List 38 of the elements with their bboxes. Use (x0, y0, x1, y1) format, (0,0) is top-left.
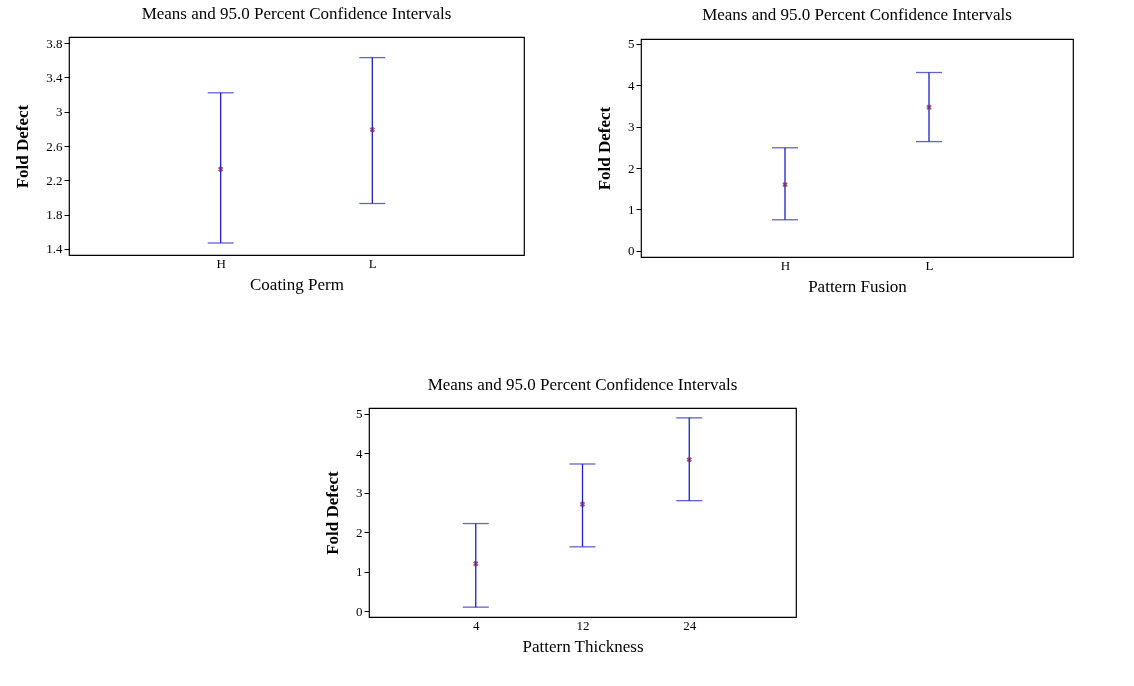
y-tick-label: 1 (356, 564, 363, 580)
point (686, 456, 692, 463)
y-tick-label: 2 (628, 160, 635, 176)
x-tick-label: L (368, 255, 377, 271)
point (579, 501, 586, 507)
y-tick-label: 3 (356, 485, 363, 501)
y-tick-label: 3.8 (46, 35, 63, 51)
y-tick-label: 2 (356, 524, 363, 540)
y-tick-label: 4 (356, 445, 363, 461)
x-tick-label: 24 (683, 617, 697, 633)
x-tick-label: H (780, 257, 791, 273)
chart-title: Means and 95.0 Percent Confidence Intervals (702, 4, 1012, 24)
y-tick-label: 2.2 (46, 172, 63, 188)
y-axis-title: Fold Defect (13, 104, 33, 189)
x-tick-label: L (925, 257, 934, 273)
chart-title: Means and 95.0 Percent Confidence Intervals (427, 374, 738, 394)
x-axis-title: Pattern Fusion (808, 276, 908, 296)
y-tick-label: 0 (356, 603, 363, 619)
x-tick-label: H (216, 255, 226, 271)
x-axis-title: Coating Perm (250, 274, 344, 294)
y-axis-title: Fold Defect (323, 470, 342, 555)
x-tick-label: 4 (473, 617, 480, 633)
y-tick-label: 1 (628, 201, 635, 217)
y-axis-title: Fold Defect (595, 106, 614, 191)
y-tick-label: 2.6 (46, 138, 63, 154)
y-tick-label: 4 (628, 77, 635, 93)
x-tick-label: 12 (576, 617, 590, 633)
x-axis-title: Pattern Thickness (522, 636, 644, 656)
y-tick-label: 5 (628, 36, 635, 52)
y-tick-label: 3 (56, 104, 63, 120)
y-tick-label: 1.4 (46, 241, 63, 257)
y-tick-label: 3.4 (46, 69, 63, 85)
chart-title: Means and 95.0 Percent Confidence Intervals (141, 4, 452, 23)
y-tick-label: 0 (628, 243, 635, 259)
point (473, 561, 479, 567)
y-tick-label: 5 (356, 406, 363, 422)
y-tick-label: 1.8 (46, 207, 63, 223)
y-tick-label: 3 (628, 119, 635, 135)
